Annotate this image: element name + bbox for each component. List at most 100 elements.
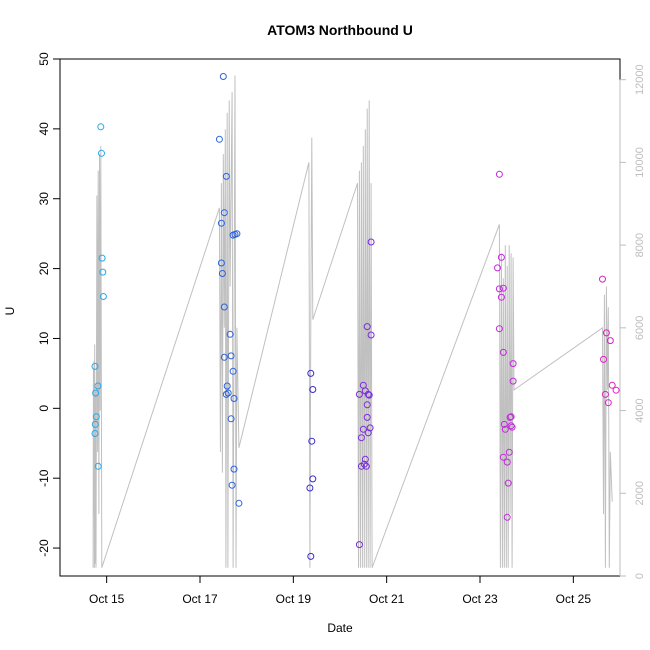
data-point <box>497 293 505 301</box>
x-tick-label: Oct 19 <box>276 592 312 606</box>
data-point <box>367 331 375 339</box>
data-point <box>500 420 508 428</box>
data-point <box>359 425 367 433</box>
data-point <box>505 448 513 456</box>
data-point <box>495 170 503 178</box>
data-point <box>222 390 230 398</box>
data-point <box>363 323 371 331</box>
data-point <box>362 462 370 470</box>
data-point <box>220 303 228 311</box>
x-tick-label: Oct 21 <box>369 592 405 606</box>
y-tick-label: 10 <box>37 331 51 345</box>
y-tick-label: 50 <box>37 52 51 66</box>
data-point <box>226 330 234 338</box>
data-point <box>360 460 368 468</box>
data-point <box>509 360 517 368</box>
y2-tick-label: 6000 <box>634 316 646 340</box>
data-point <box>223 382 231 390</box>
y-tick-label: 20 <box>37 262 51 276</box>
data-point <box>604 399 612 407</box>
data-point <box>507 413 515 421</box>
data-point <box>307 369 315 377</box>
data-point <box>217 259 225 267</box>
data-point <box>220 209 228 217</box>
data-point <box>309 475 317 483</box>
data-point <box>228 481 236 489</box>
x-tick-label: Oct 17 <box>182 592 218 606</box>
data-point <box>499 348 507 356</box>
data-point <box>507 422 515 430</box>
data-point <box>220 353 228 361</box>
data-point <box>608 381 616 389</box>
data-point <box>229 367 237 375</box>
data-point <box>506 413 514 421</box>
y2-tick-label: 0 <box>634 573 646 579</box>
data-point <box>602 329 610 337</box>
x-tick-label: Oct 25 <box>556 592 592 606</box>
data-point <box>503 513 511 521</box>
data-point <box>497 253 505 261</box>
data-point <box>600 355 607 363</box>
data-point <box>363 401 371 409</box>
data-point <box>94 462 102 470</box>
y-tick-label: -20 <box>37 539 51 557</box>
y-axis-left: -20 -10 0 10 20 30 40 50 <box>37 52 61 557</box>
y2-tick-label: 8000 <box>634 233 646 257</box>
data-point <box>218 270 226 277</box>
x-tick-label: Oct 15 <box>89 592 125 606</box>
data-point <box>606 337 614 345</box>
data-point <box>361 387 369 395</box>
data-point <box>361 455 369 463</box>
data-point <box>222 172 230 180</box>
data-point <box>219 73 227 80</box>
data-point <box>92 389 100 397</box>
data-point <box>308 437 316 445</box>
y-tick-label: 30 <box>37 192 51 206</box>
plot-frame <box>59 58 621 577</box>
data-point <box>509 377 517 385</box>
y-tick-label: 40 <box>37 122 51 136</box>
data-point <box>495 325 503 333</box>
x-tick-label: Oct 23 <box>462 592 498 606</box>
gray-series-line <box>92 75 613 568</box>
data-point <box>504 479 512 487</box>
y-axis-label: U <box>3 307 17 316</box>
data-point <box>599 275 606 283</box>
chart-title: ATOM3 Northbound U <box>267 22 413 38</box>
data-point <box>91 430 99 437</box>
y2-tick-label: 10000 <box>634 147 646 178</box>
y2-tick-label: 2000 <box>634 481 646 505</box>
y-axis-right: 0 2000 4000 6000 8000 10000 12000 <box>619 64 646 579</box>
x-axis-label: Date <box>327 621 353 635</box>
data-point <box>494 264 501 272</box>
y2-tick-label: 12000 <box>634 64 646 95</box>
data-point <box>365 391 373 399</box>
data-point <box>499 284 507 292</box>
data-point <box>217 219 225 227</box>
data-point <box>309 386 317 393</box>
y-tick-label: 0 <box>37 405 51 412</box>
data-point <box>230 395 238 402</box>
data-point <box>99 268 107 276</box>
data-point <box>230 465 238 473</box>
data-point <box>499 453 507 461</box>
data-point <box>227 415 235 423</box>
scatter-points <box>91 73 620 560</box>
data-point <box>364 429 372 437</box>
data-point <box>501 425 509 433</box>
data-point <box>233 230 241 238</box>
data-point <box>97 123 105 131</box>
data-point <box>91 362 99 370</box>
data-point <box>306 484 314 492</box>
data-point <box>215 135 223 143</box>
data-point <box>601 390 609 398</box>
data-point <box>91 420 99 428</box>
x-axis: Oct 15 Oct 17 Oct 19 Oct 21 Oct 23 Oct 25 <box>89 575 592 606</box>
data-point <box>224 389 232 397</box>
y2-tick-label: 4000 <box>634 398 646 422</box>
data-point <box>503 458 511 466</box>
series-line <box>92 75 613 568</box>
data-point <box>355 541 363 549</box>
data-point <box>307 552 315 560</box>
